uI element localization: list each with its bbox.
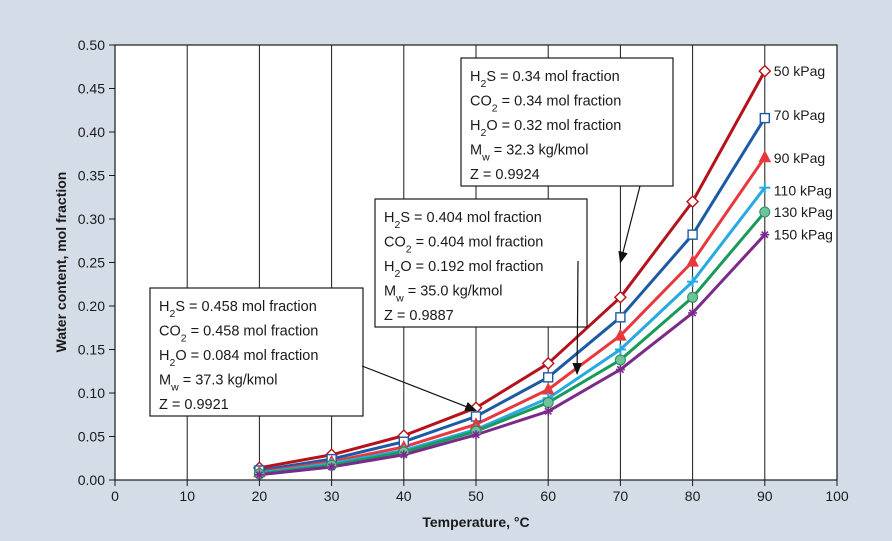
y-tick-label: 0.10 [78, 385, 105, 401]
x-axis-title: Temperature, °C [422, 514, 529, 530]
series-label: 50 kPag [774, 63, 825, 79]
series-line [259, 233, 766, 477]
annotation-line: H2S = 0.34 mol fraction [470, 69, 620, 90]
data-point-diamond [541, 356, 555, 370]
series-label: 90 kPag [774, 150, 825, 166]
data-point-diamond [613, 290, 627, 304]
series-label: 150 kPag [774, 227, 833, 243]
y-tick-label: 0.25 [78, 255, 105, 271]
x-tick-label: 0 [111, 488, 119, 504]
data-point-circle [542, 397, 554, 409]
x-tick-label: 40 [396, 488, 412, 504]
series-label: 110 kPag [774, 183, 832, 199]
data-point-circle [614, 354, 626, 366]
annotations: H2S = 0.34 mol fraction CO2 = 0.34 mol fr… [149, 57, 674, 417]
annotation-line: Z = 0.9924 [470, 167, 540, 183]
axes: 0 10 20 30 40 50 60 70 80 90 100 0.00 0.05 0.10 0.15 0.… [78, 37, 849, 504]
annotation-line: H2S = 0.404 mol fraction [384, 210, 542, 231]
data-point-circle [759, 206, 771, 218]
series-line [259, 70, 767, 470]
series-line [259, 117, 767, 472]
y-axis-title: Water content, mol fraction [53, 172, 69, 353]
y-tick-label: 0.00 [78, 472, 105, 488]
data-point-diamond [758, 64, 772, 78]
data-point-circle [687, 291, 699, 303]
annotation-line: CO2 = 0.458 mol fraction [159, 324, 318, 345]
series-line [259, 156, 767, 474]
data-point-triangle [758, 150, 772, 163]
annotation-box [149, 287, 364, 417]
y-tick-label: 0.35 [78, 168, 105, 184]
y-tick-label: 0.45 [78, 81, 105, 97]
x-tick-label: 20 [252, 488, 268, 504]
data-point-square [543, 372, 554, 383]
annotation-arrow [618, 185, 641, 264]
y-tick-label: 0.15 [78, 342, 105, 358]
annotation-line: CO2 = 0.404 mol fraction [384, 235, 543, 256]
x-tick-label: 80 [685, 488, 701, 504]
series-line [259, 186, 766, 475]
data-point-square [759, 112, 770, 124]
x-tick-label: 10 [179, 488, 195, 504]
x-tick-label: 100 [825, 488, 849, 504]
annotation-line: H2O = 0.32 mol fraction [470, 118, 621, 139]
series-label: 70 kPag [774, 107, 825, 123]
annotation-line: H2O = 0.192 mol fraction [384, 259, 543, 280]
annotation-line: Mw = 32.3 kg/kmol [470, 143, 588, 164]
data-point-diamond [686, 195, 700, 209]
annotation-line: Mw = 35.0 kg/kmol [384, 284, 502, 305]
data-point-triangle [686, 254, 699, 267]
data-point-triangle [614, 328, 627, 341]
series-label: 130 kPag [774, 204, 833, 220]
data-point-square [687, 229, 698, 240]
y-tick-label: 0.05 [78, 429, 105, 445]
annotation-line: Z = 0.9887 [384, 308, 454, 324]
series-line [259, 211, 766, 476]
x-tick-label: 70 [613, 488, 629, 504]
x-tick-label: 90 [757, 488, 773, 504]
y-tick-label: 0.30 [78, 211, 105, 227]
series-layer [259, 70, 767, 477]
y-tick-label: 0.40 [78, 124, 105, 140]
annotation-arrow [572, 260, 582, 376]
y-tick-label: 0.20 [78, 298, 105, 314]
annotation-line: Mw = 37.3 kg/kmol [159, 373, 277, 394]
annotation-line: Z = 0.9921 [159, 397, 229, 413]
y-tick-label: 0.50 [78, 37, 105, 53]
series-labels: 50 kPag 70 kPag 90 kPag 110 kPag 130 kPag 150… [774, 63, 833, 243]
x-tick-label: 60 [540, 488, 556, 504]
data-point-square [615, 312, 626, 323]
annotation-line: CO2 = 0.34 mol fraction [470, 94, 621, 115]
annotation-box [460, 57, 674, 187]
annotation-arrow [361, 365, 478, 411]
annotation-box [374, 198, 588, 328]
annotation-line: H2S = 0.458 mol fraction [159, 299, 317, 320]
marker-layer [252, 64, 772, 480]
x-tick-label: 30 [324, 488, 340, 504]
annotation-line: H2O = 0.084 mol fraction [159, 348, 318, 369]
x-tick-label: 50 [468, 488, 484, 504]
